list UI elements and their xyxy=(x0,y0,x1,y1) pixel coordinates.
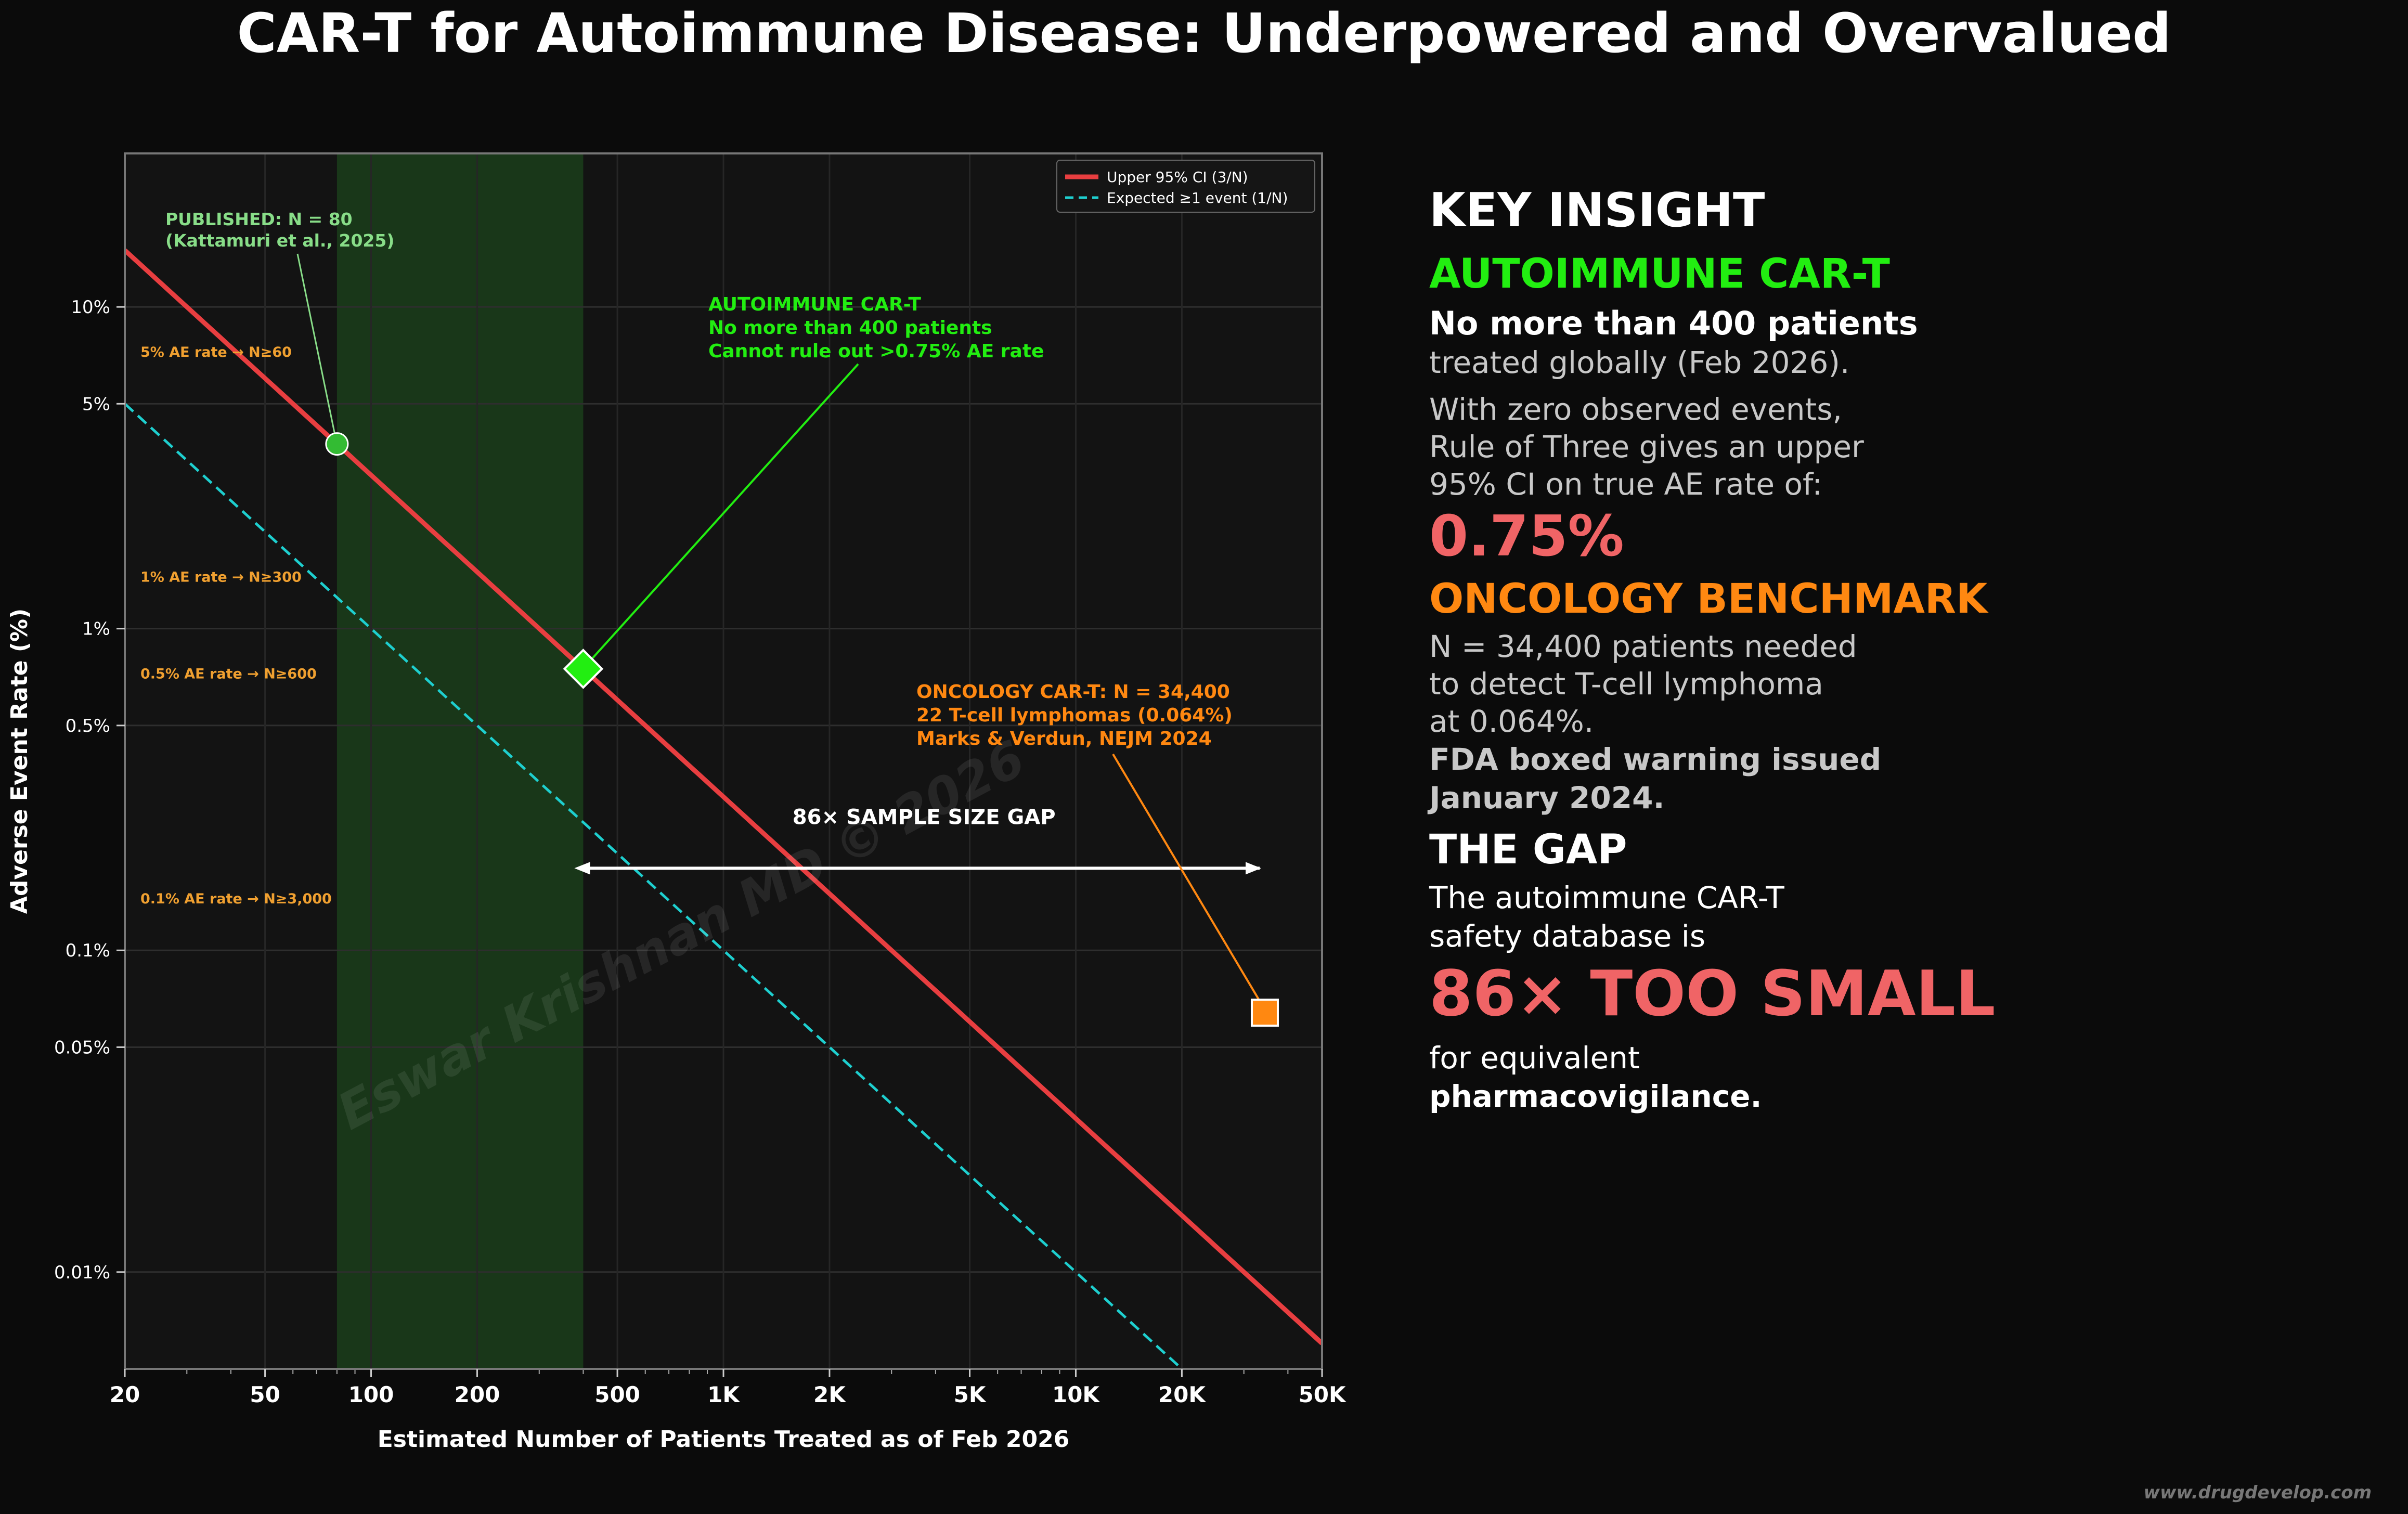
x-tick-label: 50K xyxy=(1299,1382,1347,1407)
threshold-label: 1% AE rate → N≥300 xyxy=(140,569,302,585)
threshold-label: 0.1% AE rate → N≥3,000 xyxy=(140,891,332,907)
oncology-label: 22 T-cell lymphomas (0.064%) xyxy=(916,705,1233,726)
x-tick-label: 2K xyxy=(813,1382,846,1407)
oncology-label: ONCOLOGY CAR-T: N = 34,400 xyxy=(916,681,1230,703)
autoimmune-patients: No more than 400 patients xyxy=(1429,304,1918,342)
x-tick-label: 20 xyxy=(110,1382,140,1407)
equiv-line: for equivalent xyxy=(1429,1040,1640,1076)
y-tick-label: 0.01% xyxy=(54,1262,110,1283)
rule-line: 95% CI on true AE rate of: xyxy=(1429,467,1822,502)
oncology-line: to detect T-cell lymphoma xyxy=(1429,666,1823,702)
y-tick-label: 1% xyxy=(82,619,110,640)
key-insight-heading: KEY INSIGHT xyxy=(1429,183,1765,238)
pharma-line: pharmacovigilance. xyxy=(1429,1079,1762,1114)
oncology-label: Marks & Verdun, NEJM 2024 xyxy=(916,728,1212,749)
x-tick-label: 50 xyxy=(250,1382,280,1407)
x-tick-label: 200 xyxy=(455,1382,500,1407)
x-tick-label: 1K xyxy=(707,1382,740,1407)
oncology-point xyxy=(1250,999,1279,1027)
threshold-label: 0.5% AE rate → N≥600 xyxy=(140,666,317,682)
oncology-line: N = 34,400 patients needed xyxy=(1429,629,1857,664)
rule-line: With zero observed events, xyxy=(1429,392,1842,427)
autoimmune-label: Cannot rule out >0.75% AE rate xyxy=(708,341,1044,362)
autoimmune-heading: AUTOIMMUNE CAR-T xyxy=(1429,251,1890,297)
y-tick-label: 10% xyxy=(71,297,110,318)
fda-line: January 2024. xyxy=(1429,780,1665,816)
upper-ci-line xyxy=(125,248,1322,1345)
y-tick-label: 5% xyxy=(82,394,110,415)
rule-line: Rule of Three gives an upper xyxy=(1429,429,1864,464)
gap-arrow-label: 86× SAMPLE SIZE GAP xyxy=(793,805,1056,829)
x-axis-label: Estimated Number of Patients Treated as … xyxy=(378,1426,1070,1453)
x-tick-label: 20K xyxy=(1158,1382,1206,1407)
autoimmune-label: AUTOIMMUNE CAR-T xyxy=(708,294,921,315)
y-tick-label: 0.5% xyxy=(66,716,110,736)
gap-line: safety database is xyxy=(1429,918,1706,954)
autoimmune-point xyxy=(563,649,604,689)
shaded-band xyxy=(336,153,584,1369)
legend-item: Expected ≥1 event (1/N) xyxy=(1107,189,1288,206)
y-axis-label: Adverse Event Rate (%) xyxy=(6,609,33,914)
legend-item: Upper 95% CI (3/N) xyxy=(1107,169,1248,186)
published-label: (Kattamuri et al., 2025) xyxy=(165,230,394,251)
x-tick-label: 5K xyxy=(954,1382,987,1407)
expected-event-line xyxy=(125,403,1184,1369)
oncology-connector xyxy=(1112,753,1260,1000)
published-label: PUBLISHED: N = 80 xyxy=(165,209,353,229)
legend-box xyxy=(1056,160,1315,213)
autoimmune-treated: treated globally (Feb 2026). xyxy=(1429,345,1850,380)
ci-value: 0.75% xyxy=(1429,504,1624,569)
autoimmune-connector xyxy=(588,363,859,663)
insight-panel: KEY INSIGHT AUTOIMMUNE CAR-T No more tha… xyxy=(1429,179,2365,1116)
x-tick-label: 100 xyxy=(348,1382,394,1407)
gap-big: 86× TOO SMALL xyxy=(1429,958,1996,1030)
published-point xyxy=(325,432,349,456)
x-tick-label: 500 xyxy=(594,1382,640,1407)
y-tick-label: 0.1% xyxy=(66,940,110,961)
gap-line: The autoimmune CAR-T xyxy=(1429,880,1784,915)
autoimmune-label: No more than 400 patients xyxy=(708,317,992,339)
gap-heading: THE GAP xyxy=(1429,826,1627,873)
published-connector xyxy=(296,253,336,435)
threshold-label: 5% AE rate → N≥60 xyxy=(140,344,292,360)
page-title: CAR-T for Autoimmune Disease: Underpower… xyxy=(237,2,2171,65)
footer-url: www.drugdevelop.com xyxy=(2143,1482,2372,1503)
x-tick-label: 10K xyxy=(1052,1382,1100,1407)
oncology-line: at 0.064%. xyxy=(1429,704,1594,739)
oncology-heading: ONCOLOGY BENCHMARK xyxy=(1429,576,1988,623)
fda-line: FDA boxed warning issued xyxy=(1429,742,1882,777)
y-tick-label: 0.05% xyxy=(54,1037,110,1058)
